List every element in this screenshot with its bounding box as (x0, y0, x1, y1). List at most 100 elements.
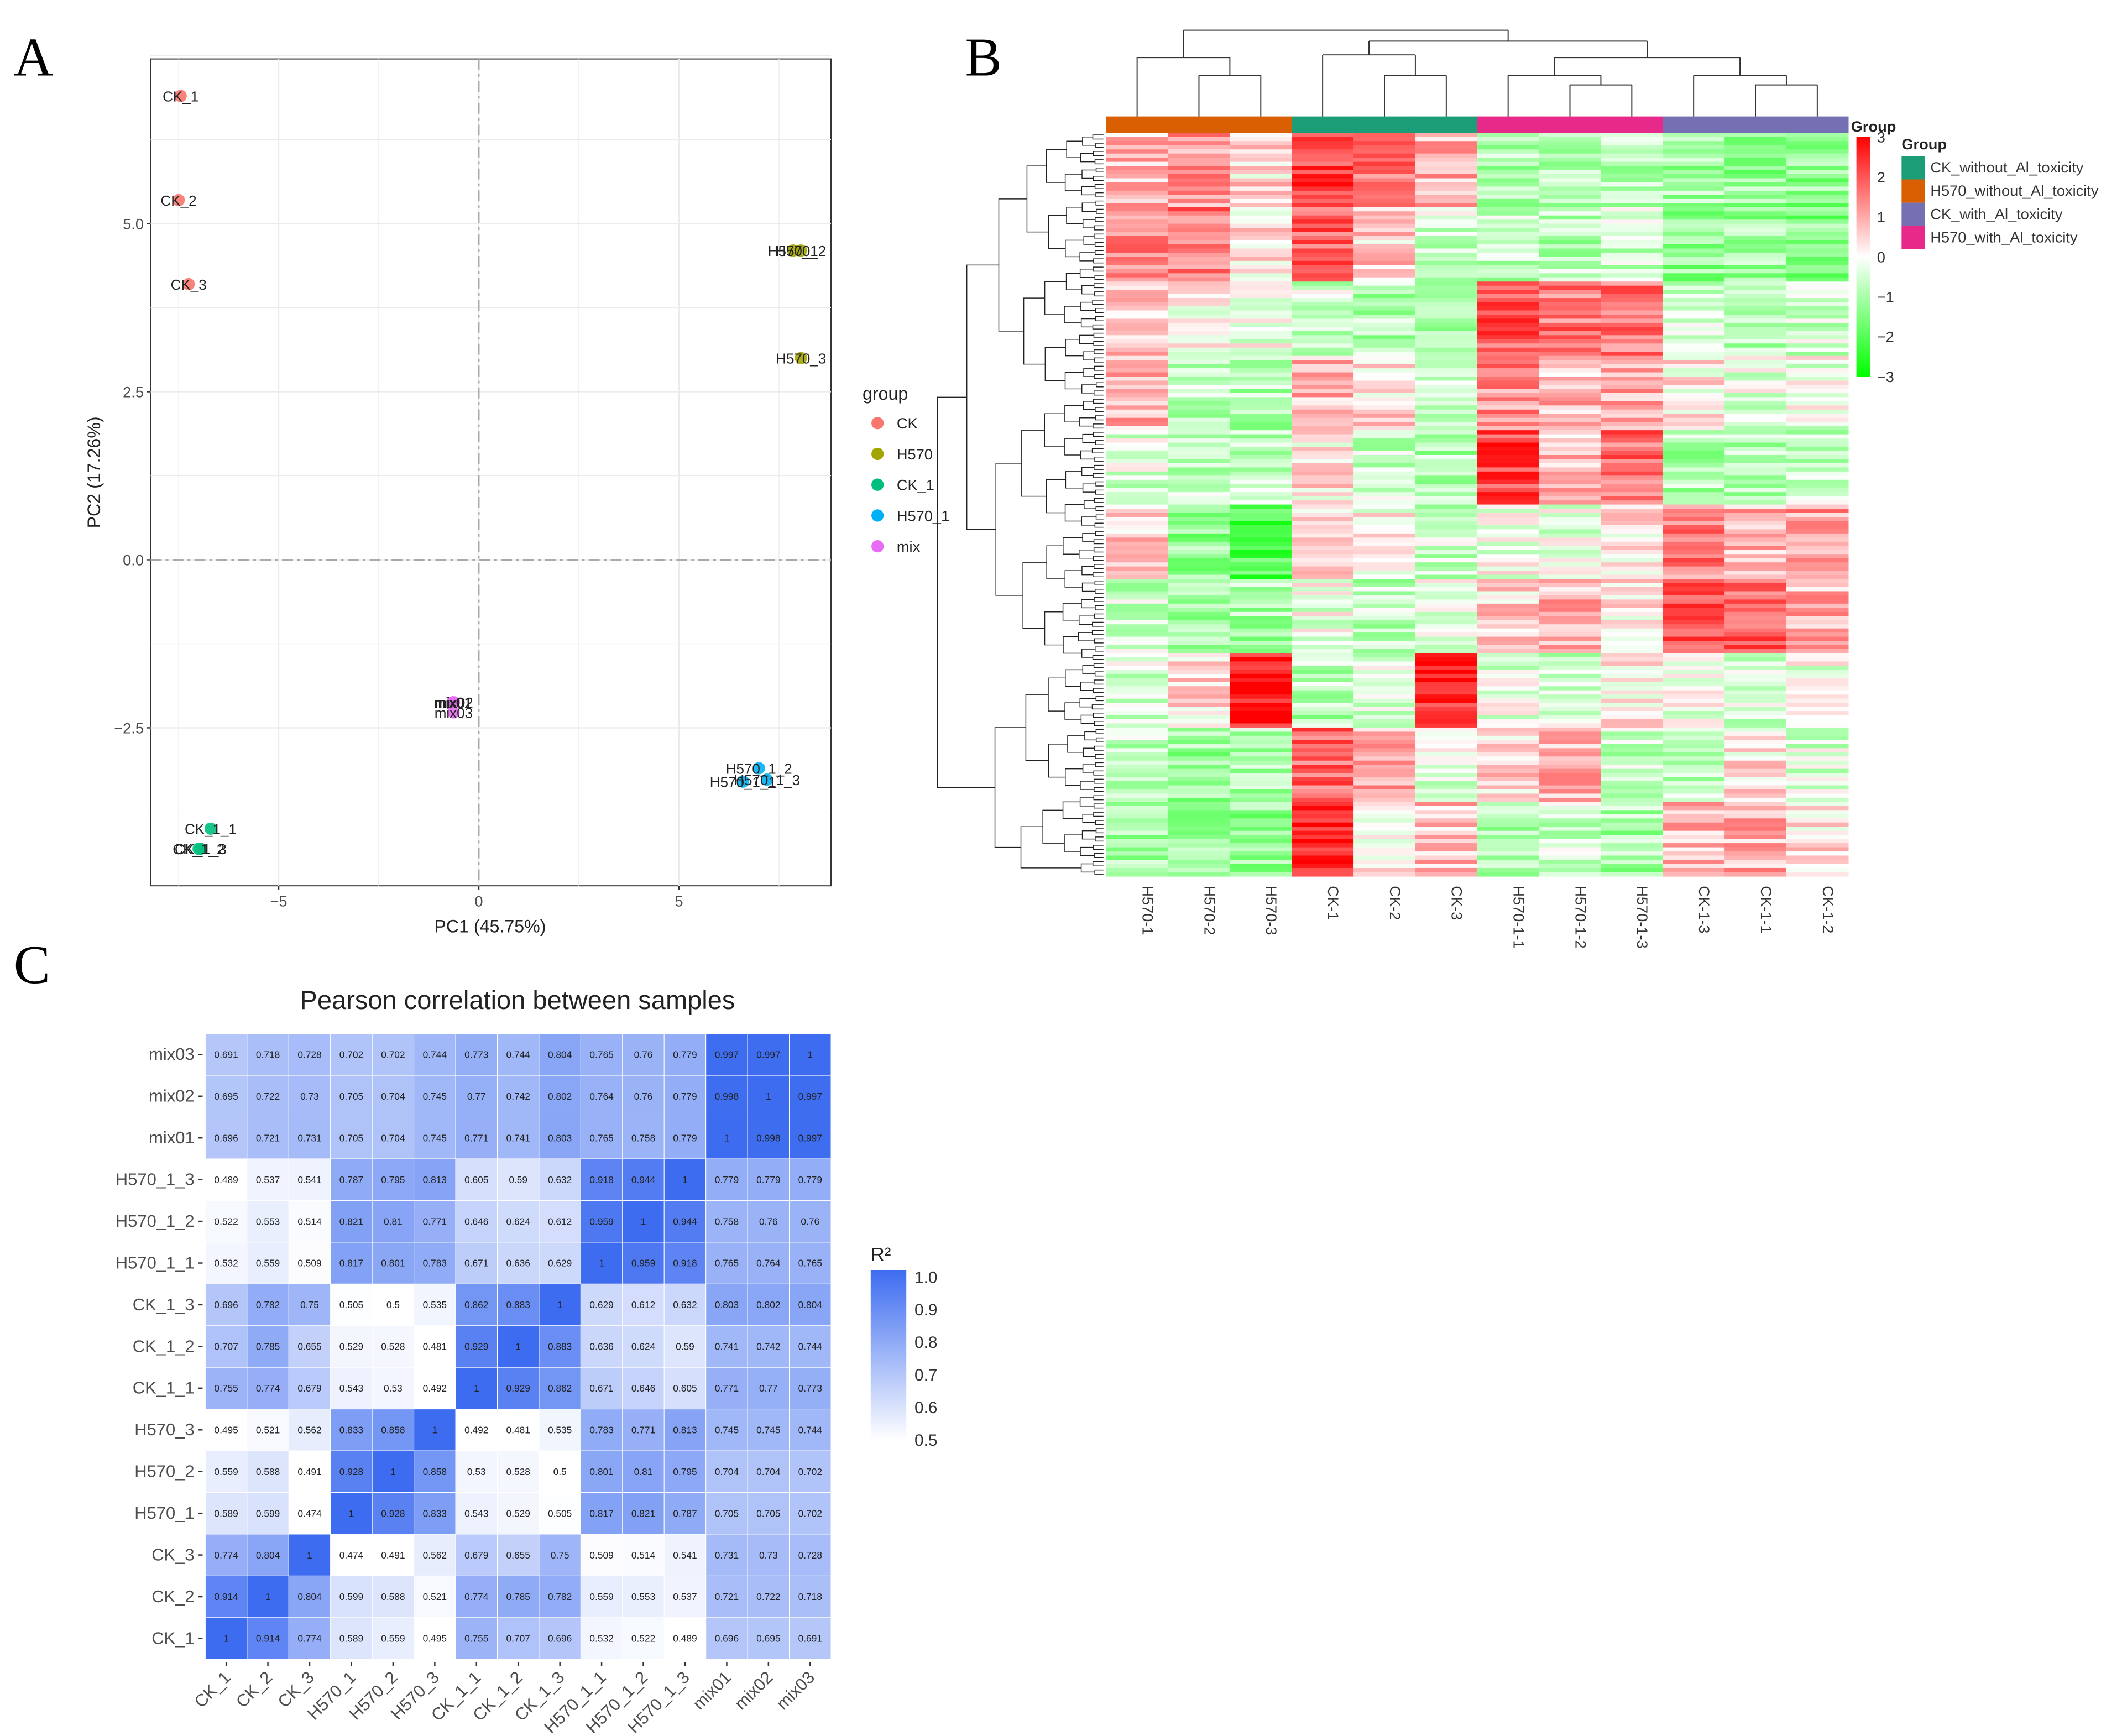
heatmap-cell (1786, 166, 1849, 171)
heatmap-cell (1353, 244, 1416, 249)
heatmap-cell (1292, 822, 1354, 827)
heatmap-cell (1230, 603, 1292, 609)
heatmap-cell (1106, 529, 1169, 534)
heatmap-cell (1415, 752, 1478, 757)
row-dendrogram-branch (1094, 679, 1104, 685)
heatmap-cell (1353, 409, 1416, 414)
row-dendrogram-branch (1081, 202, 1096, 212)
heatmap-cell (1601, 670, 1664, 674)
heatmap-cell (1663, 290, 1725, 295)
heatmap-cell (1477, 566, 1540, 571)
heatmap-cell (1477, 632, 1540, 637)
heatmap-cell (1106, 451, 1169, 456)
heatmap-cell (1724, 170, 1787, 175)
heatmap-cell (1168, 723, 1231, 728)
heatmap-cell (1168, 190, 1231, 196)
correlation-value: 0.862 (464, 1299, 488, 1310)
heatmap-cell (1230, 583, 1292, 588)
row-dendrogram-branch (1064, 372, 1084, 390)
heatmap-cell (1539, 360, 1602, 365)
heatmap-cell (1724, 802, 1787, 807)
correlation-value: 0.801 (381, 1258, 405, 1269)
heatmap-cell (1539, 562, 1602, 567)
heatmap-cell (1601, 558, 1664, 563)
heatmap-cell (1786, 475, 1849, 480)
heatmap-cell (1415, 215, 1478, 220)
heatmap-cell (1601, 389, 1664, 394)
heatmap-cell (1106, 190, 1169, 196)
heatmap-cell (1477, 864, 1540, 869)
heatmap-cell (1230, 203, 1292, 208)
heatmap-cell (1539, 855, 1602, 860)
heatmap-cell (1724, 438, 1787, 443)
heatmap-cell (1724, 855, 1787, 860)
heatmap-cell (1477, 818, 1540, 823)
correlation-value: 0.481 (423, 1341, 447, 1352)
heatmap-cell (1539, 479, 1602, 484)
data-point (752, 762, 765, 775)
heatmap-cell (1601, 707, 1664, 712)
row-dendrogram-branch (1065, 239, 1084, 258)
row-dendrogram-branch (1095, 836, 1104, 842)
heatmap-cell (1724, 562, 1787, 567)
r2-colorbar-tick-label: 0.9 (914, 1301, 937, 1319)
heatmap-cell (1601, 628, 1664, 633)
heatmap-cell (1415, 591, 1478, 596)
correlation-value: 0.779 (673, 1049, 697, 1060)
heatmap-cell (1663, 620, 1725, 625)
heatmap-cell (1601, 302, 1664, 307)
heatmap-cell (1786, 488, 1849, 493)
heatmap-cell (1230, 859, 1292, 865)
row-dendrogram-branch (1048, 677, 1065, 712)
heatmap-cell (1539, 257, 1602, 262)
heatmap-cell (1292, 322, 1354, 328)
heatmap-cell (1663, 248, 1725, 253)
heatmap-cell (1292, 426, 1354, 431)
heatmap-cell (1230, 454, 1292, 460)
heatmap-cell (1353, 735, 1416, 741)
heatmap-cell (1539, 273, 1602, 278)
correlation-value: 0.802 (756, 1299, 780, 1310)
heatmap-cell (1786, 454, 1849, 460)
correlation-cell (372, 1617, 415, 1660)
heatmap-cell (1539, 864, 1602, 869)
heatmap-cell (1230, 636, 1292, 641)
row-dendrogram-branch (1094, 275, 1104, 280)
column-annotation (1477, 116, 1540, 133)
heatmap-cell (1353, 513, 1416, 517)
heatmap-cell (1106, 203, 1169, 208)
heatmap-cell (1230, 653, 1292, 658)
heatmap-cell (1724, 611, 1787, 617)
heatmap-cell (1601, 533, 1664, 538)
heatmap-cell (1601, 248, 1664, 253)
heatmap-cell (1477, 500, 1540, 505)
heatmap-cell (1415, 859, 1478, 865)
heatmap-cell (1477, 670, 1540, 674)
heatmap-cell (1168, 864, 1231, 869)
heatmap-cell (1539, 170, 1602, 175)
heatmap-cell (1663, 310, 1725, 315)
heatmap-cell (1230, 430, 1292, 435)
heatmap-cell (1353, 298, 1416, 303)
heatmap-cell (1106, 417, 1169, 422)
heatmap-cell (1106, 665, 1169, 671)
row-dendrogram-branch (1079, 797, 1094, 807)
heatmap-cell (1230, 158, 1292, 163)
heatmap-cell (1230, 401, 1292, 406)
heatmap-cell (1353, 360, 1416, 365)
heatmap-cell (1106, 715, 1169, 720)
heatmap-cell (1106, 228, 1169, 233)
heatmap-cell (1663, 690, 1725, 695)
heatmap-cell (1539, 133, 1602, 138)
heatmap-cell (1601, 715, 1664, 720)
row-dendrogram-branch (1094, 778, 1104, 784)
heatmap-cell (1601, 537, 1664, 542)
correlation-value: 0.918 (673, 1258, 697, 1269)
heatmap-cell (1415, 380, 1478, 385)
heatmap-cell (1415, 537, 1478, 542)
heatmap-cell (1724, 719, 1787, 724)
heatmap-cell (1106, 509, 1169, 514)
row-dendrogram-branch (1093, 341, 1104, 346)
heatmap-cell (1353, 698, 1416, 703)
heatmap-cell (1168, 719, 1231, 724)
